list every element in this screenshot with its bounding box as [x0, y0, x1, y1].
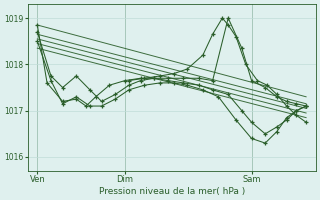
- X-axis label: Pression niveau de la mer( hPa ): Pression niveau de la mer( hPa ): [99, 187, 245, 196]
